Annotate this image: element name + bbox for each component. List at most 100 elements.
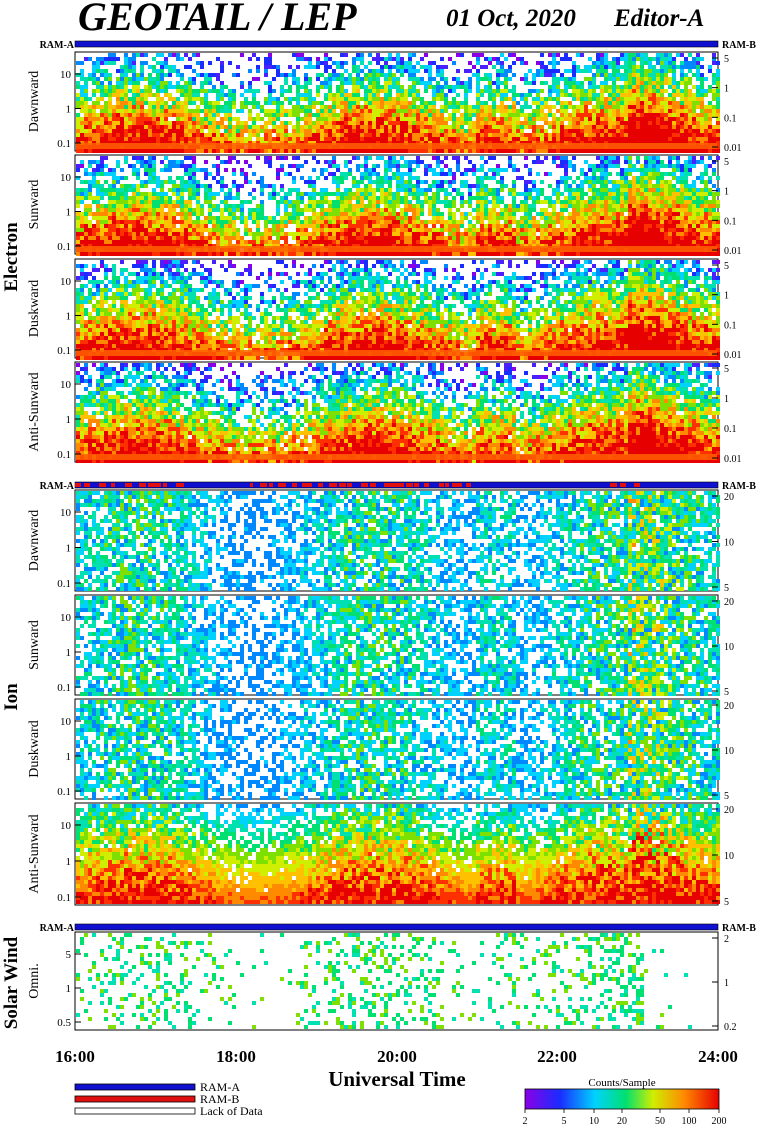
heatmap-cell: [220, 65, 224, 69]
heatmap-cell: [700, 149, 704, 153]
heatmap-cell: [228, 224, 232, 228]
heatmap-cell: [440, 180, 444, 184]
heatmap-cell: [276, 149, 280, 153]
heatmap-cell: [432, 101, 436, 105]
heatmap-cell: [420, 97, 424, 101]
heatmap-cell: [680, 117, 684, 121]
heatmap-cell: [236, 192, 240, 196]
heatmap-cell: [100, 188, 104, 192]
heatmap-cell: [508, 89, 512, 93]
heatmap-cell: [152, 228, 156, 232]
heatmap-cell: [404, 160, 408, 164]
heatmap-cell: [672, 73, 676, 77]
heatmap-cell: [404, 236, 408, 240]
heatmap-cell: [168, 125, 172, 129]
heatmap-cell: [516, 117, 520, 121]
heatmap-cell: [148, 101, 152, 105]
heatmap-cell: [276, 220, 280, 224]
heatmap-cell: [632, 101, 636, 105]
heatmap-cell: [608, 97, 612, 101]
heatmap-cell: [192, 228, 196, 232]
heatmap-cell: [300, 224, 304, 228]
heatmap-cell: [408, 172, 412, 176]
heatmap-cell: [148, 93, 152, 97]
heatmap-cell: [564, 93, 568, 97]
heatmap-cell: [416, 113, 420, 117]
heatmap-cell: [156, 77, 160, 81]
heatmap-cell: [324, 125, 328, 129]
heatmap-cell: [576, 93, 580, 97]
heatmap-cell: [436, 73, 440, 77]
heatmap-cell: [400, 117, 404, 121]
heatmap-cell: [588, 101, 592, 105]
heatmap-cell: [512, 137, 516, 141]
heatmap-cell: [444, 105, 448, 109]
heatmap-cell: [592, 97, 596, 101]
heatmap-cell: [284, 133, 288, 137]
heatmap-cell: [240, 200, 244, 204]
heatmap-cell: [616, 89, 620, 93]
heatmap-cell: [152, 160, 156, 164]
heatmap-cell: [436, 252, 440, 256]
heatmap-cell: [120, 168, 124, 172]
heatmap-cell: [156, 53, 160, 57]
heatmap-cell: [388, 85, 392, 89]
heatmap-cell: [416, 232, 420, 236]
heatmap-cell: [344, 89, 348, 93]
heatmap-cell: [428, 125, 432, 129]
heatmap-cell: [140, 105, 144, 109]
heatmap-cell: [144, 101, 148, 105]
heatmap-cell: [712, 125, 716, 129]
heatmap-cell: [88, 180, 92, 184]
heatmap-cell: [712, 149, 716, 153]
heatmap-cell: [272, 113, 276, 117]
heatmap-cell: [148, 89, 152, 93]
heatmap-cell: [672, 113, 676, 117]
heatmap-cell: [272, 97, 276, 101]
heatmap-cell: [344, 97, 348, 101]
heatmap-cell: [272, 101, 276, 105]
heatmap-cell: [180, 149, 184, 153]
heatmap-cell: [632, 61, 636, 65]
heatmap-cell: [136, 89, 140, 93]
heatmap-cell: [612, 89, 616, 93]
heatmap-cell: [480, 117, 484, 121]
heatmap-cell: [292, 129, 296, 133]
heatmap-cell: [80, 61, 84, 65]
heatmap-cell: [356, 89, 360, 93]
heatmap-cell: [108, 85, 112, 89]
heatmap-cell: [476, 137, 480, 141]
heatmap-cell: [300, 93, 304, 97]
heatmap-cell: [464, 81, 468, 85]
heatmap-cell: [128, 121, 132, 125]
heatmap-cell: [700, 73, 704, 77]
heatmap-cell: [580, 121, 584, 125]
heatmap-cell: [716, 97, 720, 101]
heatmap-cell: [376, 184, 380, 188]
heatmap-cell: [396, 216, 400, 220]
heatmap-cell: [180, 212, 184, 216]
heatmap-cell: [168, 97, 172, 101]
heatmap-cell: [388, 89, 392, 93]
heatmap-cell: [272, 196, 276, 200]
heatmap-cell: [352, 97, 356, 101]
heatmap-cell: [100, 224, 104, 228]
heatmap-cell: [248, 164, 252, 168]
heatmap-cell: [308, 184, 312, 188]
heatmap-cell: [116, 176, 120, 180]
heatmap-cell: [672, 117, 676, 121]
heatmap-cell: [100, 228, 104, 232]
heatmap-cell: [168, 137, 172, 141]
heatmap-cell: [208, 137, 212, 141]
heatmap-cell: [668, 65, 672, 69]
heatmap-cell: [104, 89, 108, 93]
heatmap-cell: [532, 73, 536, 77]
heatmap-cell: [352, 156, 356, 160]
heatmap-cell: [476, 101, 480, 105]
heatmap-cell: [188, 224, 192, 228]
heatmap-cell: [448, 85, 452, 89]
heatmap-cell: [304, 133, 308, 137]
heatmap-cell: [108, 105, 112, 109]
heatmap-cell: [628, 137, 632, 141]
heatmap-cell: [576, 65, 580, 69]
